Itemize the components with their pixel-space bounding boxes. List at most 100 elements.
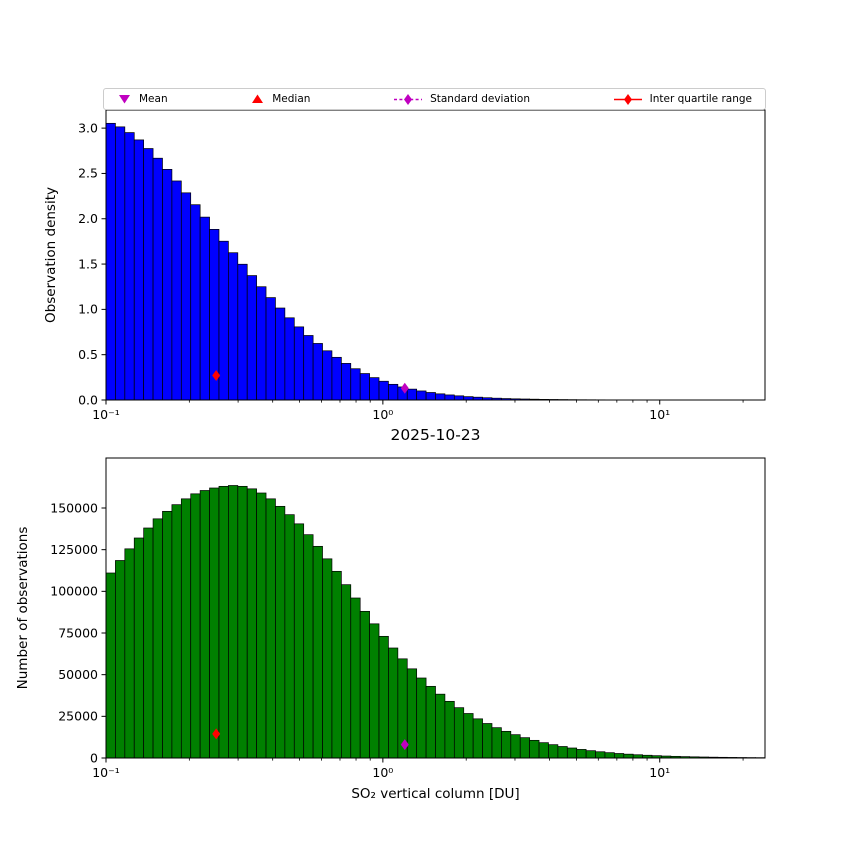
histogram-bar [115,126,126,401]
x-axis-label: 2025-10-23 [390,426,480,444]
histogram-bar [341,584,352,759]
x-tick-label: 10⁰ [372,407,393,422]
histogram-bar [105,572,116,759]
histogram-bar [453,707,465,759]
x-tick-label: 10⁰ [372,765,393,780]
histogram-bar [416,390,427,401]
legend: Mean Median Standard deviation Inter qua… [103,88,766,110]
histogram-bar [472,718,483,759]
histogram-bar [369,623,380,759]
diamond-dashed-line-icon [394,93,423,105]
histogram-bar [491,727,502,759]
x-tick-label: 10¹ [649,765,670,780]
legend-item-inter-quartile-range: Inter quartile range [613,93,752,106]
y-tick-label: 2.0 [78,211,98,226]
legend-item-mean: Mean [117,93,168,105]
histogram-bar [303,335,314,401]
histogram-bar [162,510,173,759]
histogram-bar [322,558,333,759]
histogram-bar [293,326,305,401]
legend-item-median: Median [250,93,310,105]
histogram-bar [510,734,521,759]
histogram-bar [614,753,625,759]
histogram-bar [350,597,361,759]
histogram-bar [237,485,248,759]
histogram-bar [284,317,295,401]
histogram-bar [115,560,126,759]
legend-label-inter-quartile-range: Inter quartile range [649,93,752,105]
histogram-bar [350,368,361,401]
y-tick-label: 1.5 [78,256,98,271]
y-tick-label: 75000 [58,625,98,640]
histogram-bar [576,749,587,759]
y-axis-label: Number of observations [15,527,31,690]
inter-quartile-range-marker [212,728,221,740]
histogram-bar [444,700,455,759]
histogram-bar [171,504,182,759]
histogram-bar [218,240,229,401]
histogram-bar [604,752,615,759]
histogram-bar [388,647,399,759]
histogram-bar [105,122,116,401]
histogram-bar [190,204,201,401]
legend-item-standard-deviation: Standard deviation [393,93,530,106]
histogram-bar [246,488,257,759]
x-tick-label: 10¹ [649,407,670,422]
histogram-bar [124,548,135,759]
histogram-bar [199,216,210,401]
histogram-bar [228,485,239,759]
histogram-bar [623,753,634,759]
histogram-bar [538,742,549,759]
legend-label-median: Median [272,93,311,105]
histogram-bar [180,192,192,401]
y-tick-label: 125000 [50,542,98,557]
x-tick-label: 10⁻¹ [92,407,120,422]
histogram-bar [171,180,182,401]
y-tick-label: 2.5 [78,166,98,181]
y-tick-label: 150000 [50,500,98,515]
histogram-bar [425,685,436,759]
histogram-bar [557,746,568,759]
histogram-bar [548,744,559,759]
histogram-bar [143,527,154,759]
histogram-bar [312,545,323,759]
histogram-bar [595,751,606,759]
histogram-bar [265,297,276,401]
histogram-bar [152,518,163,759]
histogram-bar [322,350,333,401]
legend-label-standard-deviation: Standard deviation [430,93,531,105]
histogram-bar [162,169,173,401]
triangle-down-icon [119,95,130,104]
histogram-bar [312,343,323,401]
histogram-bar [237,263,248,401]
histogram-bar [228,252,239,401]
y-tick-label: 0.5 [78,347,98,362]
histogram-bar [284,514,295,759]
histogram-bar [425,392,436,401]
standard-deviation-marker [400,739,409,751]
histogram-bar [331,356,342,401]
histogram-bar [482,723,493,759]
histogram-bar [275,505,286,759]
histogram-bar [359,373,370,401]
histogram-bar [529,739,540,759]
histogram-bar [416,677,427,759]
histogram-bar [218,485,229,759]
histogram-bar [369,377,380,401]
histogram-bar [190,493,201,759]
histogram-bar [359,610,370,759]
triangle-up-icon [252,94,264,103]
axes-frame [105,109,766,401]
y-tick-label: 3.0 [78,120,98,135]
y-tick-label: 25000 [58,709,98,724]
inter-quartile-range-marker [212,370,221,382]
histogram-bar [585,750,596,759]
histogram-bar [566,747,578,759]
histogram-bar [463,396,474,401]
histogram-bar [406,388,418,401]
histogram-bar [256,286,267,401]
histogram-bar [180,498,192,759]
histogram-bar [199,490,210,759]
